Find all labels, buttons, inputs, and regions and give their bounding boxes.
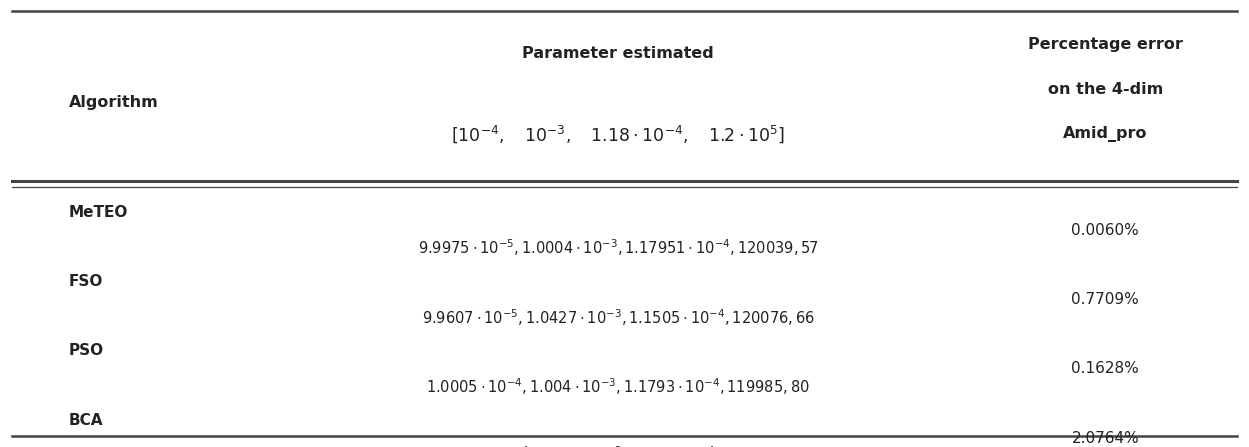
Text: 0.0060%: 0.0060% bbox=[1072, 223, 1139, 238]
Text: $1.0005\cdot10^{-4},1.004\cdot10^{-3},1.1793\cdot10^{-4},119985,80$: $1.0005\cdot10^{-4},1.004\cdot10^{-3},1.… bbox=[426, 376, 811, 397]
Text: Algorithm: Algorithm bbox=[69, 95, 159, 110]
Text: Parameter estimated: Parameter estimated bbox=[522, 46, 714, 61]
Text: $1.0285\cdot10^{-4},1.011710^{-3},1.268610^{-4},116088,48$: $1.0285\cdot10^{-4},1.011710^{-3},1.2686… bbox=[432, 445, 804, 447]
Text: 2.0764%: 2.0764% bbox=[1072, 430, 1139, 446]
Text: PSO: PSO bbox=[69, 343, 104, 358]
Text: $\left[10^{-4},\quad 10^{-3},\quad 1.18\cdot10^{-4},\quad 1.2\cdot10^{5}\right]$: $\left[10^{-4},\quad 10^{-3},\quad 1.18\… bbox=[451, 123, 786, 145]
Text: $9.9607\cdot10^{-5},1.0427\cdot10^{-3},1.1505\cdot10^{-4},120076,66$: $9.9607\cdot10^{-5},1.0427\cdot10^{-3},1… bbox=[422, 307, 814, 328]
Text: Percentage error: Percentage error bbox=[1028, 37, 1183, 52]
Text: FSO: FSO bbox=[69, 274, 104, 289]
Text: BCA: BCA bbox=[69, 413, 104, 428]
Text: 0.1628%: 0.1628% bbox=[1072, 361, 1139, 376]
Text: $9.9975\cdot10^{-5},1.0004\cdot10^{-3},1.17951\cdot10^{-4},120039,57$: $9.9975\cdot10^{-5},1.0004\cdot10^{-3},1… bbox=[418, 238, 818, 258]
Text: Amid_pro: Amid_pro bbox=[1063, 126, 1148, 142]
Text: 0.7709%: 0.7709% bbox=[1072, 292, 1139, 307]
Text: MeTEO: MeTEO bbox=[69, 205, 129, 220]
Text: on the 4-dim: on the 4-dim bbox=[1048, 82, 1163, 97]
